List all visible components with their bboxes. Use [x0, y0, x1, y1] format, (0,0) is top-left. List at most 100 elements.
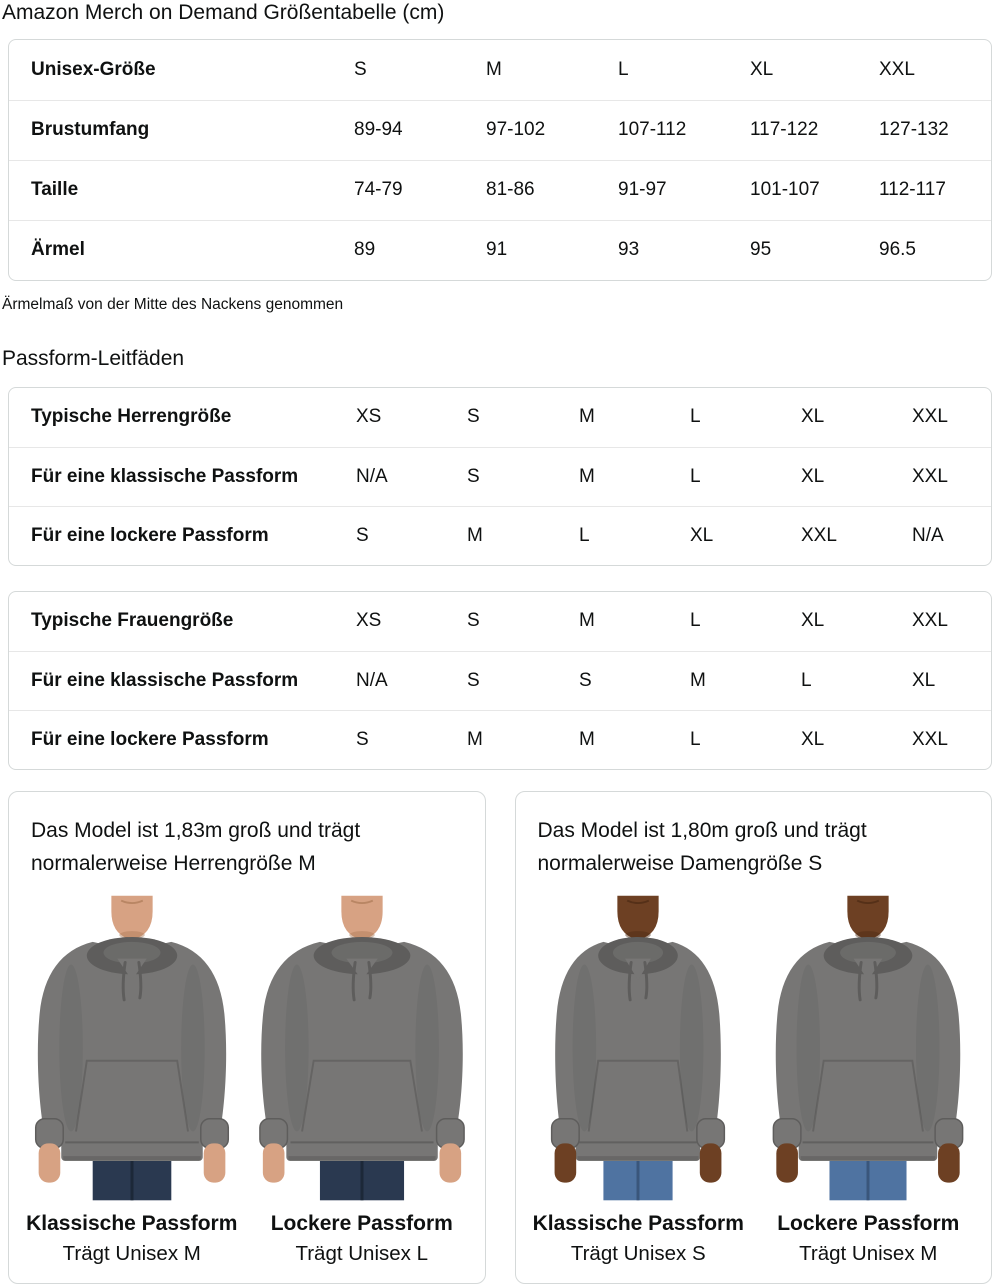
- size-cell: XL: [912, 650, 991, 710]
- size-cell: XS: [356, 610, 382, 632]
- size-cell: M: [690, 650, 801, 710]
- worn-size-label: Trägt Unisex S: [570, 1242, 706, 1265]
- size-cell: 96.5: [879, 219, 991, 280]
- size-cell: M: [486, 58, 502, 80]
- size-cell: 74-79: [354, 159, 486, 220]
- row-label: Für eine lockere Passform: [9, 505, 356, 565]
- size-cell: S: [467, 406, 480, 428]
- size-cell: 89-94: [354, 99, 486, 160]
- size-cell: XXL: [879, 58, 915, 80]
- size-cell: M: [579, 610, 595, 632]
- model-figure: Lockere Passform Trägt Unisex M: [754, 894, 982, 1266]
- table-row: Für eine lockere Passform S M L XL XXL N/A: [9, 505, 991, 565]
- worn-size-label: Trägt Unisex L: [295, 1242, 429, 1265]
- row-label: Für eine lockere Passform: [9, 709, 356, 769]
- size-cell: XXL: [912, 709, 991, 769]
- men-model-description: Das Model ist 1,83m groß und trägt norma…: [31, 819, 361, 875]
- female-model-loose-fit-hoodie-photo: [754, 894, 982, 1202]
- fit-type-label: Klassische Passform: [26, 1212, 238, 1235]
- size-cell: XXL: [801, 505, 912, 565]
- size-cell: L: [690, 406, 701, 428]
- size-cell: XL: [801, 709, 912, 769]
- size-cell: XL: [690, 505, 801, 565]
- size-cell: 97-102: [486, 99, 618, 160]
- table-row: Taille 74-79 81-86 91-97 101-107 112-117: [9, 159, 991, 220]
- size-cell: L: [618, 58, 629, 80]
- row-label: Brustumfang: [9, 99, 354, 160]
- row-label: Ärmel: [9, 219, 354, 280]
- size-cell: 101-107: [750, 159, 879, 220]
- size-cell: 89: [354, 219, 486, 280]
- worn-size-label: Trägt Unisex M: [62, 1242, 201, 1265]
- women-fit-table: Typische Frauengröße XS S M L XL XXL Für eine k…: [9, 592, 991, 769]
- model-figure: Klassische Passform Trägt Unisex S: [524, 894, 752, 1266]
- table-row: Für eine lockere Passform S M M L XL XXL: [9, 709, 991, 769]
- size-cell: M: [579, 709, 690, 769]
- size-cell: 112-117: [879, 159, 991, 220]
- size-cell: 93: [618, 219, 750, 280]
- size-cell: 107-112: [618, 99, 750, 160]
- size-cell: S: [467, 650, 579, 710]
- men-model-figures: Klassische Passform Trägt Unisex M Locker…: [17, 894, 477, 1266]
- size-cell: 91-97: [618, 159, 750, 220]
- model-cards-row: Das Model ist 1,83m groß und trägt norma…: [8, 791, 992, 1284]
- size-cell: M: [467, 709, 579, 769]
- unisex-size-table: Unisex-Größe S M L XL XXL Brustumfang 89-94 97-1…: [9, 40, 991, 280]
- size-cell: 117-122: [750, 99, 879, 160]
- fit-guides-heading: Passform-Leitfäden: [2, 347, 185, 370]
- table-row: Unisex-Größe S M L XL XXL: [9, 40, 991, 100]
- fit-type-label: Lockere Passform: [777, 1212, 960, 1235]
- women-model-card: Das Model ist 1,80m groß und trägt norma…: [514, 791, 992, 1284]
- row-label: Taille: [9, 159, 354, 220]
- women-model-description: Das Model ist 1,80m groß und trägt norma…: [537, 819, 867, 875]
- table-row: Für eine klassische Passform N/A S S M L XL: [9, 650, 991, 710]
- size-cell: S: [354, 58, 367, 80]
- model-figure: Klassische Passform Trägt Unisex M: [18, 894, 246, 1266]
- women-model-figures: Klassische Passform Trägt Unisex S Locker…: [524, 894, 984, 1266]
- size-cell: 81-86: [486, 159, 618, 220]
- row-label: Unisex-Größe: [31, 58, 156, 80]
- size-cell: XL: [801, 446, 912, 506]
- row-label: Typische Herrengröße: [31, 406, 232, 428]
- female-model-classic-fit-hoodie-photo: [524, 894, 752, 1202]
- size-cell: N/A: [912, 505, 991, 565]
- page-title: Amazon Merch on Demand Größentabelle (cm…: [2, 1, 445, 24]
- size-cell: 95: [750, 219, 879, 280]
- size-cell: N/A: [356, 446, 467, 506]
- sleeve-measurement-note: Ärmelmaß von der Mitte des Nackens genom…: [2, 296, 344, 313]
- table-row: Brustumfang 89-94 97-102 107-112 117-122 127-…: [9, 99, 991, 160]
- row-label: Für eine klassische Passform: [9, 446, 356, 506]
- size-cell: 91: [486, 219, 618, 280]
- fit-type-label: Klassische Passform: [532, 1212, 744, 1235]
- size-cell: S: [356, 709, 467, 769]
- size-cell: XS: [356, 406, 382, 428]
- size-cell: S: [467, 610, 480, 632]
- men-fit-table: Typische Herrengröße XS S M L XL XXL Für eine k…: [9, 388, 991, 565]
- size-cell: L: [690, 610, 701, 632]
- unisex-size-table-container: Unisex-Größe S M L XL XXL Brustumfang 89-94 97-1…: [8, 39, 992, 281]
- size-cell: M: [579, 446, 690, 506]
- size-cell: XXL: [912, 406, 948, 428]
- model-figure: Lockere Passform Trägt Unisex L: [248, 894, 476, 1266]
- size-cell: M: [467, 505, 579, 565]
- size-cell: 127-132: [879, 99, 991, 160]
- table-row: Typische Frauengröße XS S M L XL XXL: [9, 592, 991, 651]
- table-row: Typische Herrengröße XS S M L XL XXL: [9, 388, 991, 447]
- worn-size-label: Trägt Unisex M: [799, 1242, 938, 1265]
- male-model-classic-fit-hoodie-photo: [18, 894, 246, 1202]
- men-model-card: Das Model ist 1,83m groß und trägt norma…: [8, 791, 486, 1284]
- women-fit-table-container: Typische Frauengröße XS S M L XL XXL Für eine k…: [8, 591, 992, 770]
- size-cell: S: [467, 446, 579, 506]
- table-row: Für eine klassische Passform N/A S M L XL XXL: [9, 446, 991, 506]
- size-cell: XXL: [912, 446, 991, 506]
- table-row: Ärmel 89 91 93 95 96.5: [9, 219, 991, 280]
- size-cell: N/A: [356, 650, 467, 710]
- size-cell: L: [579, 505, 690, 565]
- men-fit-table-container: Typische Herrengröße XS S M L XL XXL Für eine k…: [8, 387, 992, 566]
- size-cell: L: [690, 709, 801, 769]
- size-cell: XXL: [912, 610, 948, 632]
- fit-type-label: Lockere Passform: [270, 1212, 453, 1235]
- male-model-loose-fit-hoodie-photo: [248, 894, 476, 1202]
- size-cell: L: [690, 446, 801, 506]
